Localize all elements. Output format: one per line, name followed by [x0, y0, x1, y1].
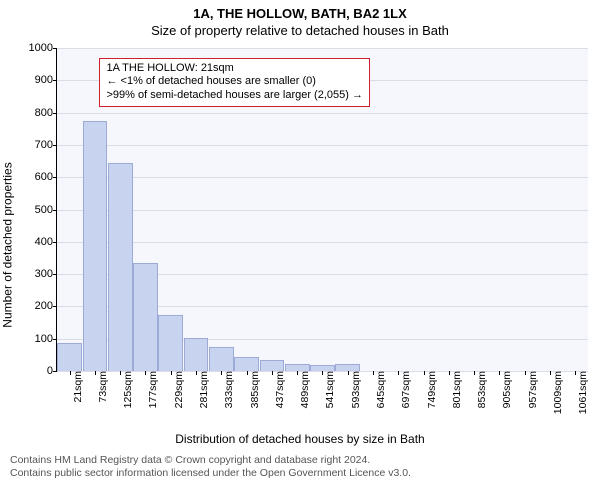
ytick-label: 1000 [29, 42, 57, 54]
attribution-footer: Contains HM Land Registry data © Crown c… [0, 450, 600, 480]
bar [83, 121, 108, 371]
xtick-label: 853sqm [470, 371, 488, 408]
bar-slot: 957sqm [512, 48, 537, 371]
annotation-line: 1A THE HOLLOW: 21sqm [106, 62, 363, 76]
xtick-label: 73sqm [91, 371, 109, 403]
bar-slot: 801sqm [436, 48, 461, 371]
bar-slot: 1061sqm [563, 48, 588, 371]
annotation-line: ← <1% of detached houses are smaller (0) [106, 75, 363, 89]
ytick-label: 0 [47, 365, 57, 377]
xtick-label: 749sqm [420, 371, 438, 408]
bar-slot: 21sqm [57, 48, 82, 371]
xtick-label: 645sqm [369, 371, 387, 408]
ytick-label: 200 [35, 300, 57, 312]
ytick-label: 300 [35, 268, 57, 280]
chart-title: 1A, THE HOLLOW, BATH, BA2 1LX [0, 0, 600, 21]
y-axis-label: Number of detached properties [0, 40, 18, 450]
xtick-label: 333sqm [217, 371, 235, 408]
chart-subtitle: Size of property relative to detached ho… [0, 21, 600, 40]
annotation-line: >99% of semi-detached houses are larger … [106, 89, 363, 103]
annotation-box: 1A THE HOLLOW: 21sqm← <1% of detached ho… [99, 58, 370, 107]
xtick-label: 21sqm [66, 371, 84, 403]
xtick-label: 1009sqm [546, 371, 564, 414]
bar-slot: 905sqm [487, 48, 512, 371]
bar [335, 364, 360, 371]
plot-area: Number of detached properties 21sqm73sqm… [0, 40, 600, 450]
bar-slot: 1009sqm [537, 48, 562, 371]
xtick-label: 489sqm [293, 371, 311, 408]
bar-slot: 853sqm [462, 48, 487, 371]
bar [158, 315, 183, 371]
bar [209, 347, 234, 371]
y-axis-label-text: Number of detached properties [1, 162, 15, 327]
bar [285, 364, 310, 371]
footer-line-1: Contains HM Land Registry data © Crown c… [10, 454, 590, 467]
xtick-label: 801sqm [445, 371, 463, 408]
xtick-label: 229sqm [167, 371, 185, 408]
xtick-label: 541sqm [318, 371, 336, 408]
bar [234, 357, 259, 371]
axes: 21sqm73sqm125sqm177sqm229sqm281sqm333sqm… [56, 48, 588, 372]
chart-titles: 1A, THE HOLLOW, BATH, BA2 1LX Size of pr… [0, 0, 600, 40]
bar [184, 338, 209, 371]
bar-slot: 697sqm [386, 48, 411, 371]
xtick-label: 905sqm [495, 371, 513, 408]
ytick-label: 900 [35, 74, 57, 86]
xtick-label: 1061sqm [571, 371, 589, 414]
xtick-label: 177sqm [141, 371, 159, 408]
footer-line-2: Contains public sector information licen… [10, 467, 590, 480]
xtick-label: 385sqm [243, 371, 261, 408]
ytick-label: 100 [35, 333, 57, 345]
xtick-label: 437sqm [268, 371, 286, 408]
x-axis-label: Distribution of detached houses by size … [0, 432, 600, 446]
bar-slot: 749sqm [411, 48, 436, 371]
xtick-label: 593sqm [344, 371, 362, 408]
ytick-label: 800 [35, 107, 57, 119]
bar [260, 360, 285, 371]
bar [133, 263, 158, 371]
xtick-label: 125sqm [116, 371, 134, 408]
ytick-label: 700 [35, 139, 57, 151]
xtick-label: 697sqm [394, 371, 412, 408]
ytick-label: 600 [35, 171, 57, 183]
ytick-label: 500 [35, 204, 57, 216]
xtick-label: 281sqm [192, 371, 210, 408]
xtick-label: 957sqm [521, 371, 539, 408]
bar [57, 343, 82, 371]
bar [108, 163, 133, 371]
ytick-label: 400 [35, 236, 57, 248]
